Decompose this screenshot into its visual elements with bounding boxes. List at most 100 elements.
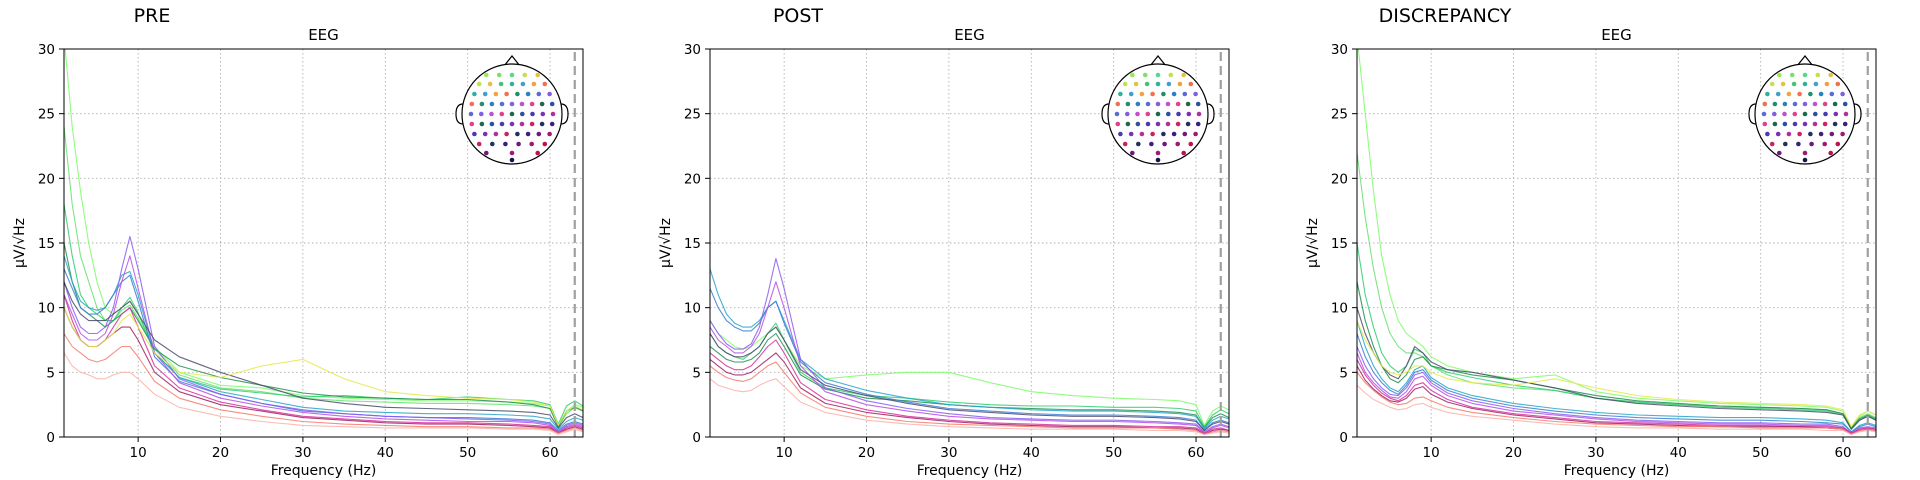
- x-tick-label: 20: [212, 445, 229, 461]
- topomap-sensor: [1813, 111, 1818, 117]
- topomap-sensor: [496, 72, 502, 78]
- topomap-nose: [503, 55, 521, 67]
- topomap-sensor: [542, 141, 548, 147]
- y-tick-label: 5: [1339, 365, 1348, 381]
- topomap-sensor: [1782, 101, 1788, 107]
- topomap-sensor: [1812, 121, 1818, 127]
- topomap-sensor: [504, 131, 509, 137]
- series-line-12: [64, 352, 583, 435]
- topomap-sensor: [530, 111, 535, 117]
- topomap-sensor: [1828, 72, 1833, 78]
- topomap-sensor: [529, 121, 535, 127]
- topomap-sensor: [504, 91, 509, 97]
- topomap-sensor: [1842, 101, 1848, 107]
- topomap-sensor: [509, 150, 515, 156]
- topomap-sensor: [516, 141, 521, 147]
- x-tick-label: 40: [1023, 445, 1040, 461]
- topomap-ear-left: [455, 103, 464, 125]
- topomap-sensor: [472, 131, 477, 137]
- topomap-sensor: [1775, 91, 1781, 97]
- topomap-sensor: [1769, 81, 1775, 87]
- topomap-sensor: [1792, 101, 1798, 107]
- topomap-sensor: [503, 141, 508, 147]
- topomap-sensor: [529, 101, 535, 107]
- topomap-sensor: [1782, 121, 1788, 127]
- topomap-sensor: [535, 72, 540, 78]
- y-tick-label: 25: [684, 107, 701, 123]
- series-line-4: [710, 288, 1229, 432]
- topomap-sensor: [472, 91, 477, 97]
- topomap-ear-right: [1853, 103, 1862, 125]
- topomap-sensor: [1165, 101, 1171, 107]
- topomap-sensor: [547, 131, 552, 137]
- y-tick-label: 15: [684, 236, 701, 252]
- series-line-5: [64, 268, 583, 432]
- topomap-sensor: [1150, 131, 1155, 137]
- topomap-sensor: [540, 111, 546, 117]
- topomap-sensor: [1145, 121, 1151, 127]
- topomap-sensor: [1182, 131, 1188, 137]
- topomap-sensor: [1815, 72, 1821, 78]
- y-tick-label: 25: [1331, 107, 1348, 123]
- x-tick-label: 30: [940, 445, 957, 461]
- topomap-sensor: [1122, 141, 1128, 147]
- topomap-sensor: [1175, 121, 1181, 127]
- topomap-sensor: [1181, 150, 1186, 156]
- topomap-sensor: [1792, 121, 1798, 127]
- topomap-sensor: [1188, 141, 1194, 147]
- topomap-sensor: [1128, 131, 1134, 137]
- topomap-sensor: [1150, 91, 1155, 97]
- topomap-sensor: [1813, 81, 1819, 87]
- series-line-3: [64, 242, 583, 428]
- topomap-sensor: [520, 111, 525, 117]
- topomap-sensor: [1176, 111, 1181, 117]
- series-line-1: [710, 322, 1229, 428]
- series-line-10: [1357, 307, 1876, 430]
- topomap-sensor: [484, 150, 489, 156]
- y-tick-label: 0: [1339, 430, 1348, 446]
- x-tick-label: 10: [776, 445, 793, 461]
- topomap-sensor: [1155, 121, 1161, 127]
- topomap-sensor: [1171, 131, 1177, 137]
- topomap-sensor: [1789, 72, 1795, 78]
- series-line-11: [64, 333, 583, 434]
- series-line-4: [64, 255, 583, 430]
- topomap-sensor: [519, 121, 525, 127]
- x-axis-label: Frequency (Hz): [271, 463, 377, 479]
- x-tick-label: 40: [377, 445, 394, 461]
- x-tick-label: 10: [1423, 445, 1440, 461]
- topomap-sensor: [536, 91, 542, 97]
- series-line-4: [1357, 320, 1876, 433]
- topomap-sensor: [542, 81, 548, 87]
- topomap-sensor: [493, 91, 499, 97]
- topomap-sensor: [1832, 101, 1838, 107]
- topomap-sensor: [1135, 101, 1141, 107]
- topomap-sensor: [1765, 91, 1770, 97]
- y-tick-label: 10: [38, 301, 55, 317]
- topomap-sensor: [1822, 121, 1828, 127]
- topomap-sensor: [1145, 111, 1151, 117]
- series-line-10: [710, 361, 1229, 435]
- topomap-ear-right: [1206, 103, 1215, 125]
- topomap-sensor: [515, 91, 520, 97]
- topomap-sensor: [1196, 111, 1202, 117]
- topomap-sensor: [1791, 81, 1797, 87]
- topomap-sensor: [1195, 121, 1201, 127]
- topomap-sensor: [519, 101, 525, 107]
- topomap-sensor: [536, 131, 542, 137]
- topomap-sensor: [535, 150, 540, 156]
- topomap-sensor: [484, 72, 489, 78]
- sensor-topomap: [1101, 55, 1215, 165]
- topomap-sensor: [1162, 141, 1167, 147]
- topomap-sensor: [1761, 111, 1767, 117]
- series-line-11: [710, 378, 1229, 435]
- topomap-nose: [1796, 55, 1814, 67]
- topomap-sensor: [509, 111, 515, 117]
- topomap-sensor: [499, 111, 505, 117]
- topomap-sensor: [1797, 131, 1802, 137]
- topomap-sensor: [1182, 91, 1188, 97]
- x-tick-label: 60: [1834, 445, 1851, 461]
- series-line-12: [1357, 384, 1876, 435]
- series-line-5: [710, 257, 1229, 433]
- topomap-sensor: [1133, 81, 1139, 87]
